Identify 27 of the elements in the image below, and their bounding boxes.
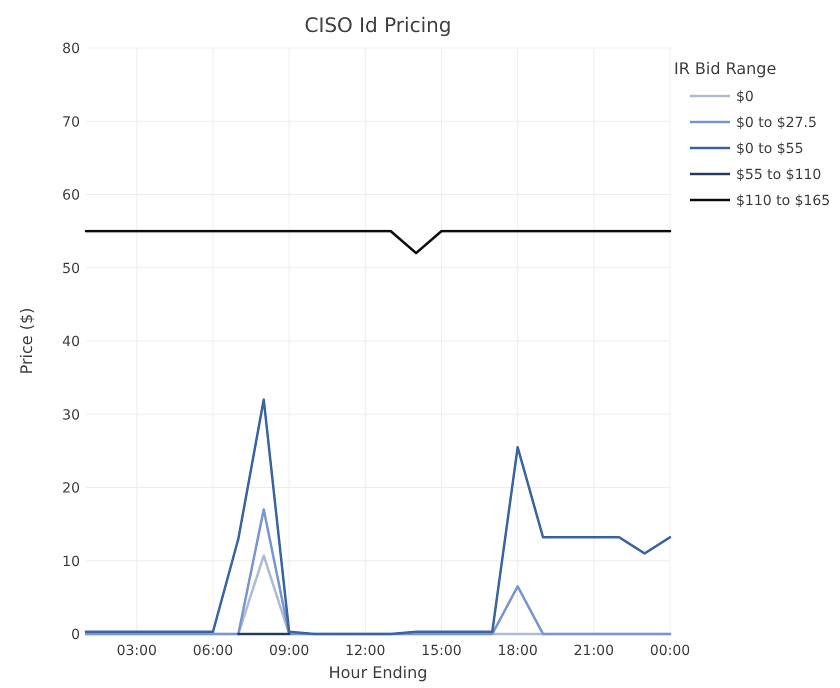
x-tick-label: 09:00: [268, 643, 310, 659]
y-tick-label: 60: [62, 188, 80, 204]
x-axis-title: Hour Ending: [328, 663, 428, 682]
legend-label: $55 to $110: [736, 167, 822, 183]
y-tick-label: 20: [62, 480, 80, 496]
x-tick-label: 00:00: [650, 643, 690, 659]
legend-label: $0 to $55: [736, 141, 804, 157]
y-axis-title: Price ($): [17, 308, 36, 374]
x-tick-label: 12:00: [345, 643, 386, 659]
y-tick-label: 40: [62, 334, 80, 350]
y-tick-label: 70: [62, 114, 80, 130]
legend-title: IR Bid Range: [674, 59, 776, 78]
x-tick-label: 06:00: [192, 643, 234, 659]
x-tick-label: 03:00: [116, 643, 157, 659]
x-tick-label: 21:00: [574, 643, 614, 659]
x-tick-label: 18:00: [497, 643, 538, 659]
y-tick-label: 10: [62, 554, 80, 570]
chart-title: CISO Id Pricing: [304, 13, 452, 37]
legend-label: $110 to $165: [736, 193, 830, 209]
y-tick-label: 80: [62, 41, 80, 57]
y-tick-label: 50: [62, 260, 80, 277]
y-tick-label: 0: [71, 627, 80, 643]
line-series: [84, 398, 672, 636]
y-tick-label: 30: [62, 407, 80, 424]
legend-label: $0 to $27.5: [736, 115, 817, 131]
x-tick-label: 15:00: [421, 643, 462, 659]
legend-label: $0: [736, 89, 754, 105]
